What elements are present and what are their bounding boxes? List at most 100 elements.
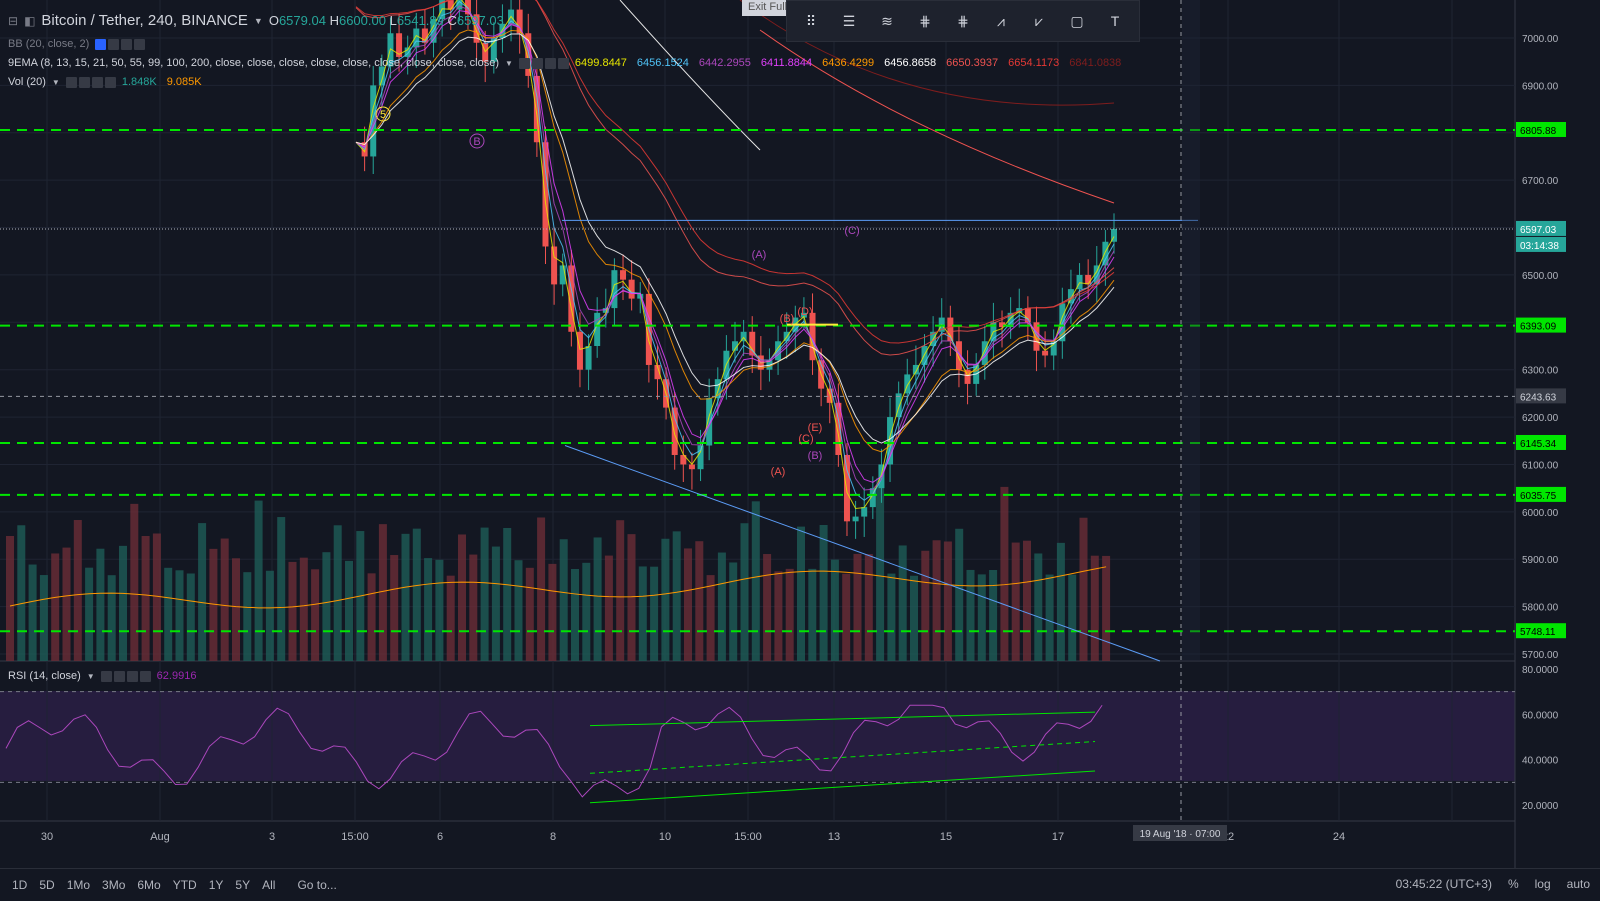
volume-bar: [966, 569, 975, 661]
candle-body: [688, 464, 695, 470]
volume-bar: [808, 568, 817, 661]
candle-body: [714, 379, 721, 399]
volume-bar: [876, 477, 885, 661]
ema-legend[interactable]: 9EMA (8, 13, 15, 21, 50, 55, 99, 100, 20…: [8, 57, 1121, 69]
volume-bar: [28, 564, 37, 661]
vol-controls[interactable]: [65, 76, 116, 88]
ema-controls[interactable]: [518, 57, 569, 69]
flag-icon[interactable]: ◧: [24, 13, 36, 28]
volume-bar: [39, 575, 48, 661]
time-tick-label: 13: [828, 831, 840, 843]
range-button-1y[interactable]: 1Y: [208, 878, 224, 892]
volume-bar: [446, 575, 455, 661]
price-tick-label: 5900.00: [1522, 555, 1559, 566]
volume-bar: [989, 569, 998, 661]
candle-body: [835, 402, 842, 455]
volume-bar: [604, 555, 613, 661]
toolbar-drag-handle-icon[interactable]: ⠿: [805, 12, 817, 29]
candle-body: [559, 265, 566, 285]
candle-body: [740, 331, 747, 342]
candle-body: [1067, 289, 1074, 304]
rectangle-tool-icon[interactable]: ▢: [1070, 12, 1084, 29]
volume-bar: [62, 547, 71, 661]
candle-body: [1050, 341, 1057, 356]
range-button-1d[interactable]: 1D: [12, 878, 28, 892]
bb-controls[interactable]: [95, 38, 146, 50]
horizontal-lines-tool-icon[interactable]: ☰: [842, 12, 856, 29]
volume-bar: [198, 523, 207, 661]
text-tool-icon[interactable]: T: [1110, 13, 1120, 29]
candle-body: [732, 341, 738, 351]
volume-bar: [887, 573, 896, 661]
candle-body: [1111, 228, 1117, 242]
goto-button[interactable]: Go to...: [297, 878, 337, 892]
exit-fullscreen-button[interactable]: Exit Full: [742, 0, 794, 16]
volume-bar: [73, 520, 82, 661]
price-axis-label-bg: [1516, 121, 1566, 137]
volume-bar: [96, 548, 105, 661]
ema-label: 9EMA (8, 13, 15, 21, 50, 55, 99, 100, 20…: [8, 57, 499, 69]
volume-bar: [378, 524, 387, 661]
elliott-label: 5: [380, 109, 386, 121]
fib-extension-tool-icon[interactable]: ⋕: [957, 12, 969, 29]
range-button-all[interactable]: All: [262, 878, 276, 892]
ema-value: 6499.8447: [574, 57, 627, 69]
symbol-title[interactable]: Bitcoin / Tether, 240, BINANCE: [41, 12, 248, 29]
elliott-wave-tool-icon[interactable]: ⩘: [997, 12, 1005, 29]
range-button-ytd[interactable]: YTD: [172, 878, 197, 892]
candle-body: [1076, 274, 1083, 290]
range-button-3mo[interactable]: 3Mo: [102, 878, 126, 892]
rsi-controls[interactable]: [100, 670, 151, 682]
range-button-5d[interactable]: 5D: [39, 878, 55, 892]
crosshair-time-label: 19 Aug '18 · 07:00: [1140, 829, 1221, 840]
collapse-icon[interactable]: ⊟: [8, 13, 19, 28]
volume-bar: [853, 553, 862, 661]
candle-body: [671, 407, 678, 455]
vol-values: 1.848K 9.085K: [122, 76, 202, 88]
rsi-tick-label: 80.0000: [1522, 665, 1559, 676]
candle-body: [568, 265, 575, 332]
volume-bar: [367, 573, 376, 661]
volume-bar: [695, 541, 704, 661]
candle-body: [749, 331, 756, 356]
abcd-pattern-tool-icon[interactable]: ⩗: [1035, 12, 1043, 29]
fib-retracement-tool-icon[interactable]: ⋕: [919, 12, 931, 29]
rsi-legend[interactable]: RSI (14, close) ▼ 62.9916: [8, 670, 196, 682]
chevron-down-icon[interactable]: ▼: [505, 58, 513, 68]
percent-toggle[interactable]: %: [1507, 877, 1519, 891]
pitchfork-tool-icon[interactable]: ≋: [881, 12, 893, 29]
range-button-5y[interactable]: 5Y: [235, 878, 251, 892]
ema-line: [355, 29, 1115, 453]
volume-bar: [141, 536, 150, 661]
volume-bar: [571, 569, 579, 661]
price-axis-label: 5748.11: [1520, 627, 1556, 638]
volume-bar: [1023, 540, 1031, 661]
volume-bar: [333, 525, 342, 661]
time-tick-label: 10: [659, 831, 671, 843]
range-button-1mo[interactable]: 1Mo: [66, 878, 91, 892]
bb-legend[interactable]: BB (20, close, 2): [8, 38, 146, 50]
rsi-tick-label: 40.0000: [1522, 756, 1559, 767]
crosshair-time-bg: [1133, 825, 1227, 841]
candle-body: [473, 14, 480, 43]
volume-bar: [650, 566, 659, 661]
timezone-clock[interactable]: 03:45:22 (UTC+3): [1395, 877, 1492, 891]
chevron-down-icon[interactable]: ▼: [253, 15, 263, 26]
chevron-down-icon[interactable]: ▼: [86, 671, 95, 681]
chevron-down-icon[interactable]: ▼: [51, 77, 60, 87]
auto-toggle[interactable]: auto: [1566, 877, 1590, 891]
volume-bar: [514, 560, 523, 661]
volume-bar: [864, 554, 873, 661]
candle-body: [947, 317, 954, 342]
volume-bar: [1068, 574, 1077, 661]
volume-bar: [593, 537, 602, 661]
volume-bar: [186, 573, 195, 661]
vol-legend[interactable]: Vol (20) ▼ 1.848K 9.085K: [8, 76, 202, 88]
volume-bar: [17, 525, 26, 661]
rsi-tick-label: 20.0000: [1522, 801, 1559, 812]
log-toggle[interactable]: log: [1534, 877, 1551, 891]
range-button-6mo[interactable]: 6Mo: [137, 878, 161, 892]
candle-body: [680, 454, 687, 465]
volume-bar: [684, 548, 692, 661]
